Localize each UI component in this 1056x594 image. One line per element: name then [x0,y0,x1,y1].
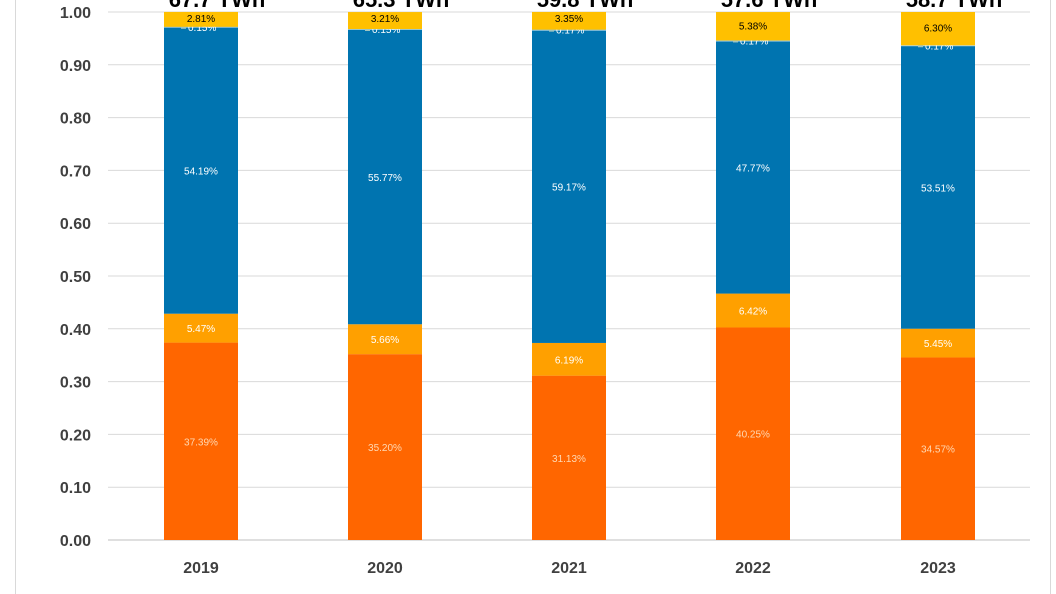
x-tick-label: 2022 [735,560,771,577]
bar-segment [716,41,790,294]
data-label: 0.17% [556,26,584,37]
data-label: 6.30% [924,24,952,35]
bar-segment [532,342,606,376]
bar-stack: 40.25% 6.42% 47.77% 0.17% 5.38% [716,12,790,540]
data-label: 5.45% [924,339,952,350]
data-label: 3.35% [555,14,583,25]
data-label: 31.13% [552,454,586,465]
bar-total-label: 59.8 TWh [537,0,634,12]
bar-segment [348,28,422,30]
data-label: 54.19% [184,167,218,178]
data-label: 40.25% [736,430,770,441]
bar-segment [164,27,238,314]
bar-segment [532,11,606,30]
bar-stack: 31.13% 6.19% 59.17% 0.17%3.35% [532,11,606,540]
y-tick-label: 0.00 [60,533,91,550]
bar-totals: 67.7 TWh 65.3 TWh 59.8 TWh 57.6 TWh 58.7 TWh [169,0,1003,12]
x-tick-label: 2021 [551,560,587,577]
data-label: 53.51% [921,183,955,194]
data-label: 6.19% [555,355,583,366]
x-tick-label: 2020 [367,560,403,577]
y-tick-label: 0.40 [60,322,91,339]
data-label: 0.17% [740,36,768,47]
y-tick-label: 1.00 [60,5,91,22]
bar-segment [901,12,975,46]
bar-total-label: 67.7 TWh [169,0,266,12]
data-label: 34.57% [921,445,955,456]
data-label: 5.47% [187,324,215,335]
y-axis: 0.00 0.10 0.20 0.30 0.40 0.50 0.60 0.70 0.80 0.90… [60,5,91,550]
bar-segment [164,342,238,540]
bar-stack: 37.39% 5.47% 54.19% 0.15%2.81% [164,11,238,540]
data-label: 5.38% [739,21,767,32]
y-tick-label: 0.80 [60,111,91,128]
x-tick-label: 2023 [920,560,956,577]
y-tick-label: 0.70 [60,163,91,180]
y-tick-label: 0.20 [60,427,91,444]
data-label: 37.39% [184,437,218,448]
bar-segment [532,30,606,343]
y-tick-label: 0.90 [60,58,91,75]
data-label: 0.15% [372,25,400,36]
bar-segment [348,29,422,325]
x-axis: 2019 2020 2021 2022 2023 [183,560,956,577]
y-tick-label: 0.50 [60,269,91,286]
bar-segment [901,357,975,540]
bar-segment [901,46,975,329]
bar-total-label: 58.7 TWh [906,0,1003,12]
bar-segment [532,375,606,540]
data-label: 5.66% [371,335,399,346]
bar-segment-marker [365,27,370,32]
bar-total-label: 65.3 TWh [353,0,450,12]
data-label: 47.77% [736,163,770,174]
bar-stack: 35.20% 5.66% 55.77% 0.15%3.21% [348,12,422,540]
bar-segment [716,327,790,540]
bar-segment [348,12,422,30]
data-label: 3.21% [371,14,399,25]
data-label: 2.81% [187,14,215,25]
y-tick-label: 0.60 [60,216,91,233]
bar-segment [164,313,238,343]
data-label: 35.20% [368,443,402,454]
bar-stack: 34.57% 5.45% 53.51% 0.17% 6.30% [901,12,975,540]
bar-segment [164,11,238,27]
bar-segment [716,293,790,328]
data-label: 0.17% [925,41,953,52]
bar-segment [348,354,422,540]
data-label: 0.15% [188,23,216,34]
bar-segment [716,12,790,41]
bar-segment [348,324,422,355]
bars: 37.39%5.47%54.19%0.15%2.81%35.20%5.66%55… [164,11,975,540]
data-label: 55.77% [368,173,402,184]
bar-total-label: 57.6 TWh [721,0,818,12]
data-label: 59.17% [552,183,586,194]
data-label: 6.42% [739,307,767,318]
y-tick-label: 0.30 [60,375,91,392]
y-tick-label: 0.10 [60,480,91,497]
bar-segment [901,328,975,358]
x-tick-label: 2019 [183,560,219,577]
